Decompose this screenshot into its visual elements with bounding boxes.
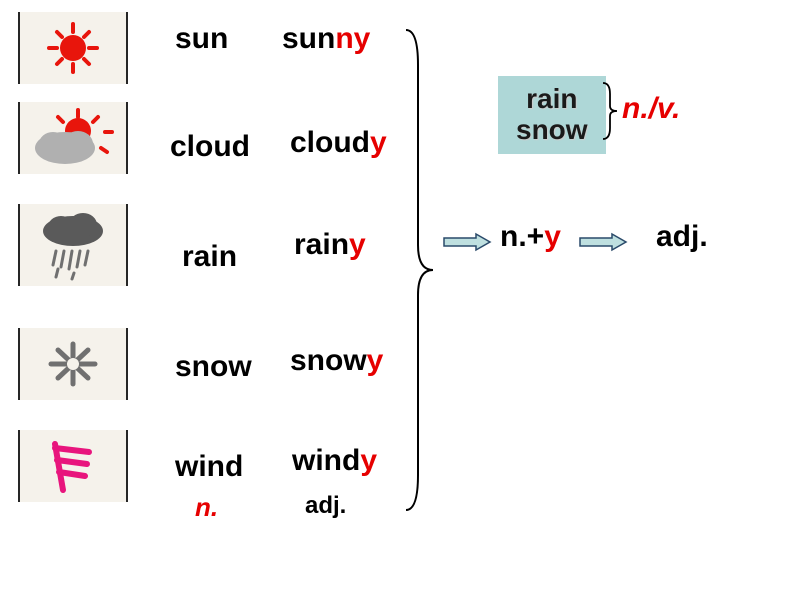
- note-word-snow: snow: [516, 115, 588, 146]
- large-brace: [398, 25, 438, 515]
- adj-stem: sun: [282, 22, 335, 55]
- adj-suffix: y: [370, 126, 387, 159]
- adj-windy: windy: [292, 444, 377, 478]
- formula-adj: adj.: [656, 220, 708, 254]
- noun-snow: snow: [175, 350, 252, 384]
- note-word-rain: rain: [516, 84, 588, 115]
- noun-rain: rain: [182, 240, 237, 274]
- icon-rain: [18, 204, 128, 286]
- adj-sunny: sunny: [282, 22, 370, 56]
- adj-pos-label: adj.: [305, 492, 346, 520]
- adj-rainy: rainy: [294, 228, 366, 262]
- formula-ny: n.+y: [500, 220, 561, 254]
- formula-y: y: [544, 220, 561, 253]
- arrow-2: [578, 232, 628, 252]
- noun-sun: sun: [175, 22, 228, 56]
- adj-suffix: y: [367, 344, 384, 377]
- adj-cloudy: cloudy: [290, 126, 387, 160]
- adj-stem: wind: [292, 444, 360, 477]
- formula-n: n.+: [500, 220, 544, 253]
- icon-wind: [18, 430, 128, 502]
- adj-suffix: y: [360, 444, 377, 477]
- arrow-1: [442, 232, 492, 252]
- noun-wind: wind: [175, 450, 243, 484]
- icon-sun: [18, 12, 128, 84]
- adj-suffix: ny: [335, 22, 370, 55]
- icon-cloud: [18, 102, 128, 174]
- adj-snowy: snowy: [290, 344, 383, 378]
- icon-snow: [18, 328, 128, 400]
- adj-stem: snow: [290, 344, 367, 377]
- noun-pos-label: n.: [195, 492, 218, 523]
- small-brace: [600, 80, 620, 142]
- adj-suffix: y: [349, 228, 366, 261]
- adj-stem: cloud: [290, 126, 370, 159]
- noun-cloud: cloud: [170, 130, 250, 164]
- note-box: rain snow: [498, 76, 606, 154]
- note-pos-label: n./v.: [622, 92, 680, 126]
- adj-stem: rain: [294, 228, 349, 261]
